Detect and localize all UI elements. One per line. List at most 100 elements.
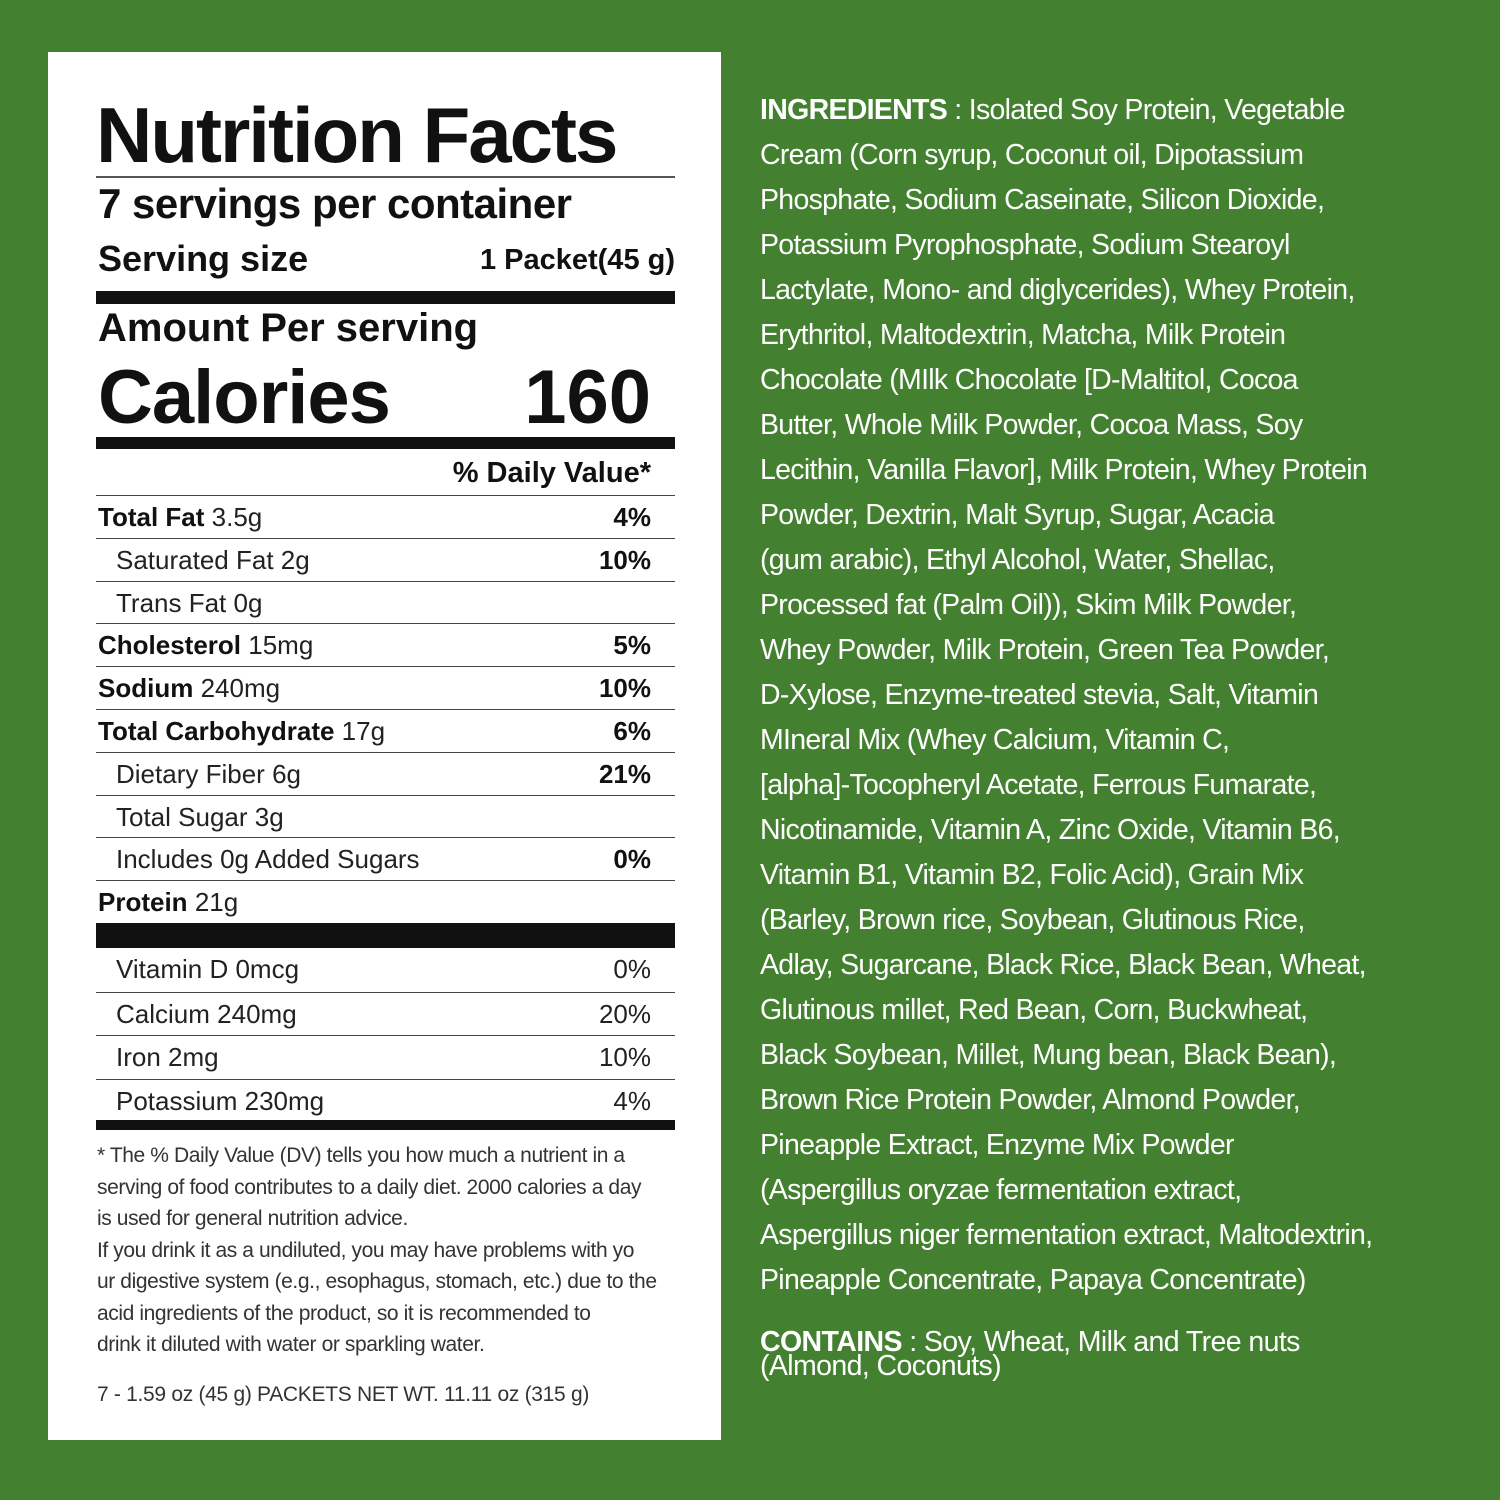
daily-value-percent: 4% <box>613 1085 651 1116</box>
ingredients-text: Potassium Pyrophosphate, Sodium Stearoyl <box>760 229 1290 261</box>
nutrient-amount: 0g <box>233 587 263 618</box>
contains-line: CONTAINS : Soy, Wheat, Milk and Tree nut… <box>760 1328 1300 1357</box>
ingredients-line: Lecithin, Vanilla Flavor], Milk Protein,… <box>760 448 1372 493</box>
thick-divider <box>96 437 675 449</box>
servings-per-container: 7 servings per container <box>98 180 572 227</box>
ingredients-text: Whey Powder, Milk Protein, Green Tea Pow… <box>760 634 1330 666</box>
vitamin-row: Vitamin D 0mcg 0% <box>96 948 675 991</box>
nutrient-name: Saturated Fat <box>116 544 274 575</box>
daily-value-header: % Daily Value* <box>452 457 651 489</box>
nutrient-row: Trans Fat 0g <box>96 580 675 625</box>
daily-value-percent: 10% <box>598 673 651 704</box>
thick-divider <box>96 1120 675 1130</box>
contains-heading: CONTAINS <box>760 1326 903 1358</box>
vitamin-amount: 230mg <box>244 1085 325 1116</box>
ingredients-line: [alpha]-Tocopheryl Acetate, Ferrous Fuma… <box>760 763 1372 808</box>
calories-value: 160 <box>524 355 651 440</box>
nutrient-row: Protein 21g <box>96 880 675 924</box>
net-weight: 7 - 1.59 oz (45 g) PACKETS NET WT. 11.11… <box>97 1383 590 1406</box>
vitamin-label: Vitamin D 0mcg <box>116 954 299 985</box>
ingredients-line: Pineapple Extract, Enzyme Mix Powder <box>760 1123 1372 1168</box>
ingredients-line: Aspergillus niger fermentation extract, … <box>760 1213 1373 1258</box>
vitamin-name: Iron <box>116 1042 161 1072</box>
vitamin-row: Potassium 230mg 4% <box>96 1078 675 1123</box>
ingredients-line: (gum arabic), Ethyl Alcohol, Water, Shel… <box>760 538 1372 583</box>
nutrient-row: Total Fat 3.5g 4% <box>96 495 675 539</box>
nutrient-amount: 240mg <box>200 673 281 704</box>
ingredients-text: Glutinous millet, Red Bean, Corn, Buckwh… <box>760 994 1308 1026</box>
calories-label: Calories <box>98 355 391 440</box>
footnote-line: If you drink it as a undiluted, you may … <box>97 1238 635 1262</box>
nutrient-row: Sodium 240mg 10% <box>96 666 675 710</box>
nutrient-name: Trans Fat <box>116 587 227 618</box>
footnote-line: * The % Daily Value (DV) tells you how m… <box>97 1144 625 1167</box>
nutrient-name: Protein <box>98 887 188 918</box>
ingredients-text: Butter, Whole Milk Powder, Cocoa Mass, S… <box>760 409 1303 441</box>
ingredients-line: Cream (Corn syrup, Coconut oil, Dipotass… <box>760 133 1372 178</box>
footnote-line: acid ingredients of the product, so it i… <box>97 1301 591 1325</box>
ingredients-list: INGREDIENTS : Isolated Soy Protein, Vege… <box>760 88 1373 1303</box>
ingredients-text: Phosphate, Sodium Caseinate, Silicon Dio… <box>760 184 1325 216</box>
nutrient-row: Includes 0g Added Sugars 0% <box>96 837 675 881</box>
nutrient-amount: 3g <box>254 801 284 832</box>
nutrient-name: Total Carbohydrate <box>98 716 335 746</box>
ingredients-line: Pineapple Concentrate, Papaya Concentrat… <box>760 1258 1372 1303</box>
nutrient-row: Cholesterol 15mg 5% <box>96 623 675 667</box>
ingredients-text: D-Xylose, Enzyme-treated stevia, Salt, V… <box>760 679 1319 711</box>
ingredients-text: (Barley, Brown rice, Soybean, Glutinous … <box>760 904 1305 936</box>
ingredients-text: (gum arabic), Ethyl Alcohol, Water, Shel… <box>760 544 1275 576</box>
daily-value-percent: 20% <box>598 998 651 1029</box>
ingredients-text: Lactylate, Mono- and diglycerides), Whey… <box>760 274 1355 306</box>
vitamin-label: Potassium 230mg <box>116 1086 324 1117</box>
nutrient-name: Cholesterol <box>98 630 242 661</box>
thick-divider <box>96 291 675 304</box>
divider <box>96 176 675 178</box>
ingredients-line: Glutinous millet, Red Bean, Corn, Buckwh… <box>760 988 1372 1033</box>
ingredients-line: MIneral Mix (Whey Calcium, Vitamin C, <box>760 718 1372 763</box>
contains-text: Soy, Wheat, Milk and Tree nuts <box>923 1326 1301 1358</box>
separator: : <box>901 1326 924 1358</box>
ingredients-text: Cream (Corn syrup, Coconut oil, Dipotass… <box>760 139 1304 171</box>
nutrient-label: Saturated Fat 2g <box>116 545 310 576</box>
serving-size-label: Serving size <box>98 238 309 279</box>
daily-value-percent: 5% <box>613 630 651 661</box>
serving-size-value: 1 Packet(45 g) <box>479 244 675 276</box>
ingredients-text: [alpha]-Tocopheryl Acetate, Ferrous Fuma… <box>760 769 1317 801</box>
nutrient-amount: 6g <box>272 758 301 789</box>
ingredients-text: Aspergillus niger fermentation extract, … <box>760 1219 1373 1251</box>
ingredients-line: (Barley, Brown rice, Soybean, Glutinous … <box>760 898 1372 943</box>
footnote-line: drink it diluted with water or sparkling… <box>97 1333 485 1356</box>
ingredients-line: Potassium Pyrophosphate, Sodium Stearoyl <box>760 223 1372 268</box>
ingredients-text: Brown Rice Protein Powder, Almond Powder… <box>760 1084 1301 1116</box>
ingredients-line: (Aspergillus oryzae fermentation extract… <box>760 1168 1372 1213</box>
ingredients-text: Processed fat (Palm Oil)), Skim Milk Pow… <box>760 589 1297 621</box>
ingredients-line: Nicotinamide, Vitamin A, Zinc Oxide, Vit… <box>760 808 1372 853</box>
label-title: Nutrition Facts <box>96 91 618 179</box>
vitamin-label: Iron 2mg <box>116 1042 219 1073</box>
vitamin-amount: 0mcg <box>235 954 300 984</box>
ingredients-line: Butter, Whole Milk Powder, Cocoa Mass, S… <box>760 403 1372 448</box>
contains-allergens: CONTAINS : Soy, Wheat, Milk and Tree nut… <box>760 1328 1300 1381</box>
ingredients-text: Vitamin B1, Vitamin B2, Folic Acid), Gra… <box>760 859 1304 891</box>
ingredients-line: Adlay, Sugarcane, Black Rice, Black Bean… <box>760 943 1372 988</box>
footnote-line: is used for general nutrition advice. <box>97 1207 408 1230</box>
amount-per-serving: Amount Per serving <box>98 306 479 350</box>
ingredients-text: Powder, Dextrin, Malt Syrup, Sugar, Acac… <box>760 499 1275 531</box>
daily-value-percent: 6% <box>613 716 651 746</box>
ingredients-text: Nicotinamide, Vitamin A, Zinc Oxide, Vit… <box>760 814 1341 846</box>
ingredients-text: Pineapple Extract, Enzyme Mix Powder <box>760 1129 1234 1161</box>
ingredients-text: Erythritol, Maltodextrin, Matcha, Milk P… <box>760 319 1286 351</box>
ingredients-line: Brown Rice Protein Powder, Almond Powder… <box>760 1078 1372 1123</box>
ingredients-text: Lecithin, Vanilla Flavor], Milk Protein,… <box>760 454 1368 486</box>
nutrient-label: Dietary Fiber 6g <box>116 759 301 790</box>
nutrient-label: Trans Fat 0g <box>116 588 262 619</box>
vitamin-row: Iron 2mg 10% <box>96 1035 675 1079</box>
nutrient-row: Total Carbohydrate 17g 6% <box>96 709 675 753</box>
vitamin-amount: 240mg <box>217 998 297 1029</box>
daily-value-percent: 10% <box>598 1042 651 1072</box>
ingredients-text: Adlay, Sugarcane, Black Rice, Black Bean… <box>760 949 1367 981</box>
thick-divider <box>96 923 675 948</box>
nutrient-row: Saturated Fat 2g 10% <box>96 537 675 582</box>
vitamin-label: Calcium 240mg <box>116 999 297 1030</box>
ingredients-line: INGREDIENTS : Isolated Soy Protein, Vege… <box>760 88 1372 133</box>
